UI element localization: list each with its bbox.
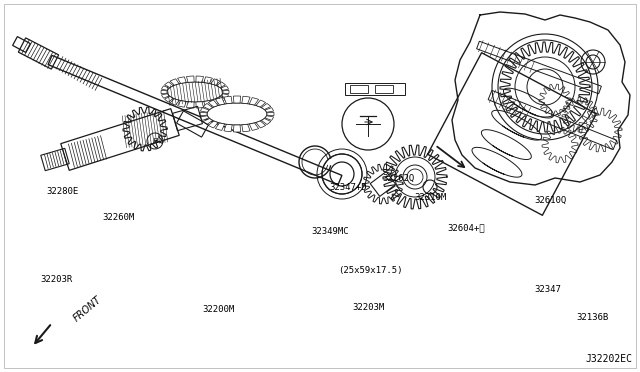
Polygon shape <box>256 121 266 128</box>
Text: 32310M: 32310M <box>414 193 446 202</box>
Polygon shape <box>161 90 167 94</box>
Text: 32203M: 32203M <box>352 304 384 312</box>
Polygon shape <box>161 86 169 90</box>
Text: R: R <box>152 137 158 145</box>
Polygon shape <box>261 103 271 109</box>
Polygon shape <box>250 97 259 105</box>
Polygon shape <box>196 102 204 108</box>
Polygon shape <box>211 99 220 105</box>
Polygon shape <box>209 100 218 107</box>
Polygon shape <box>164 82 173 87</box>
Polygon shape <box>217 82 225 87</box>
Polygon shape <box>221 86 228 90</box>
Polygon shape <box>224 96 232 104</box>
Polygon shape <box>211 79 220 85</box>
Polygon shape <box>186 102 194 108</box>
Text: 32262Q: 32262Q <box>382 173 414 183</box>
Polygon shape <box>267 112 274 116</box>
Text: 32347+D: 32347+D <box>329 183 367 192</box>
Text: 32136B: 32136B <box>576 314 608 323</box>
Polygon shape <box>216 97 225 105</box>
Polygon shape <box>170 79 179 85</box>
Text: 32610Q: 32610Q <box>534 196 566 205</box>
Text: 32347: 32347 <box>534 285 561 295</box>
Polygon shape <box>261 119 271 125</box>
Text: 32349MC: 32349MC <box>311 228 349 237</box>
Polygon shape <box>200 112 207 116</box>
Polygon shape <box>209 121 218 128</box>
Polygon shape <box>265 116 273 121</box>
Text: FRONT: FRONT <box>72 295 104 324</box>
Text: 32604+Ⅱ: 32604+Ⅱ <box>447 224 485 232</box>
Polygon shape <box>242 124 250 132</box>
Polygon shape <box>204 100 212 107</box>
Polygon shape <box>177 77 186 83</box>
Text: 32200M: 32200M <box>202 305 234 314</box>
Polygon shape <box>216 123 225 131</box>
Text: 32260M: 32260M <box>102 212 134 221</box>
Polygon shape <box>221 94 228 98</box>
Bar <box>350 85 368 93</box>
Polygon shape <box>200 116 209 121</box>
Polygon shape <box>164 96 173 102</box>
Polygon shape <box>250 123 259 131</box>
Polygon shape <box>200 108 209 112</box>
Polygon shape <box>217 96 225 102</box>
Polygon shape <box>265 108 273 112</box>
Text: J32202EC: J32202EC <box>585 354 632 364</box>
Polygon shape <box>170 99 179 105</box>
Polygon shape <box>204 77 212 83</box>
Polygon shape <box>256 100 266 107</box>
Polygon shape <box>204 119 212 125</box>
Polygon shape <box>177 100 186 107</box>
Text: (25x59x17.5): (25x59x17.5) <box>338 266 403 275</box>
Bar <box>345 83 405 95</box>
Polygon shape <box>196 76 204 82</box>
Polygon shape <box>234 125 241 132</box>
Text: 32203R: 32203R <box>40 276 72 285</box>
Polygon shape <box>223 90 229 94</box>
Bar <box>375 85 393 93</box>
Polygon shape <box>224 124 232 132</box>
Polygon shape <box>186 76 194 82</box>
Text: 32280E: 32280E <box>46 187 78 196</box>
Polygon shape <box>242 96 250 104</box>
Polygon shape <box>234 96 241 103</box>
Polygon shape <box>161 94 169 98</box>
Polygon shape <box>204 103 212 109</box>
